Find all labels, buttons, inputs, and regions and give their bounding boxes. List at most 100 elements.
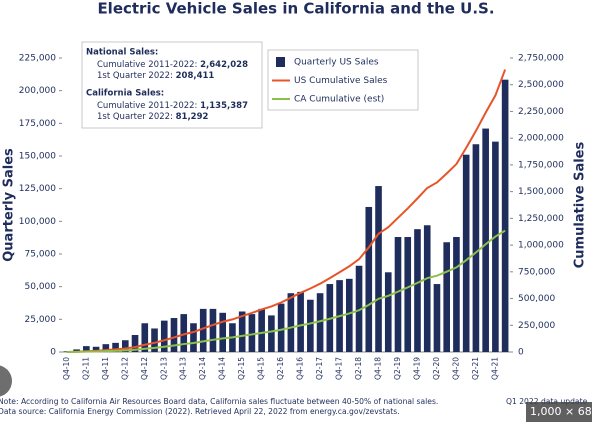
x-tick-label: Q4-13: [179, 357, 188, 380]
x-tick-label: Q4-17: [335, 357, 344, 380]
y2-tick-label: 750,000: [518, 267, 555, 277]
bar: [462, 154, 470, 352]
y-tick-label: 0: [50, 348, 56, 358]
bar: [297, 291, 304, 352]
y-tick-label: 25,000: [25, 315, 57, 325]
y-tick-label: 100,000: [19, 217, 56, 227]
y-tick-label: 225,000: [19, 54, 56, 64]
bar: [355, 265, 363, 352]
annotation-label: 1st Quarter 2022:: [97, 112, 173, 122]
legend-swatch: [276, 57, 285, 67]
annotation-text: 1st Quarter 2022: 208,411: [97, 71, 214, 81]
legend: Quarterly US Sales US Cumulative Sales CA …: [272, 57, 388, 105]
bar: [345, 278, 353, 352]
y2-tick-label: 1,750,000: [518, 160, 564, 170]
y-tick-label: 175,000: [19, 119, 56, 129]
overlay-label: 1,000 × 684: [530, 405, 592, 418]
bar: [482, 128, 489, 352]
y2-tick-label: 2,250,000: [518, 107, 564, 117]
bar: [501, 79, 509, 352]
y2-tick-label: 0: [518, 348, 524, 358]
bar: [316, 293, 324, 352]
x-tick-label: Q4-15: [257, 357, 266, 380]
bar: [248, 314, 256, 352]
bar: [307, 299, 314, 352]
x-tick-label: Q4-14: [218, 357, 227, 380]
bar: [170, 318, 178, 352]
bar: [219, 312, 227, 352]
x-tick-label: Q2-14: [198, 357, 207, 380]
y2-tick-label: 1,250,000: [518, 214, 564, 224]
bar: [404, 237, 412, 352]
note: Note: According to California Air Resour…: [0, 397, 438, 406]
chart-title: Electric Vehicle Sales in California and…: [97, 0, 494, 18]
y-tick-label: 150,000: [19, 152, 56, 162]
bar: [112, 342, 119, 352]
bar: [375, 186, 382, 352]
x-tick-label: Q2-17: [315, 357, 324, 380]
x-tick-label: Q4-20: [451, 357, 460, 380]
x-tick-label: Q4-10: [62, 357, 71, 380]
x-tick-label: Q4-19: [412, 357, 421, 380]
y2-tick-label: 1,500,000: [518, 187, 564, 197]
x-tick-label: Q2-11: [81, 357, 90, 380]
plot-area: 0 25,000 50,000 75,000 100,000 125,000 150,000…: [19, 54, 564, 380]
line: [66, 69, 507, 353]
bar: [121, 340, 129, 352]
x-tick-label: Q4-18: [374, 357, 383, 380]
overlay-badge: [526, 402, 592, 422]
annotation-label: Cumulative 2011-2022:: [97, 60, 197, 70]
annotation-heading: National Sales:: [86, 48, 158, 58]
y2-tick-label: 2,750,000: [518, 54, 564, 64]
bar: [238, 311, 246, 352]
y-tick-label: 200,000: [19, 86, 56, 96]
line: [66, 229, 506, 353]
annotation-box: [81, 41, 263, 129]
y2-axis-title: Cumulative Sales: [573, 142, 588, 269]
x-tick-label: Q2-16: [276, 357, 285, 380]
bar: [209, 308, 217, 352]
bar: [268, 315, 275, 352]
bar: [258, 308, 265, 352]
x-tick-label: Q2-18: [354, 357, 363, 380]
bar: [394, 237, 402, 352]
bar: [492, 141, 499, 352]
annotation-value: 1,135,387: [200, 101, 248, 111]
y2-tick-label: 250,000: [518, 321, 555, 331]
bar: [472, 144, 480, 352]
bar: [384, 272, 392, 352]
bar: [180, 314, 188, 352]
x-tick-label: Q4-12: [140, 357, 149, 380]
annotation-text: Cumulative 2011-2022: 1,135,387: [97, 101, 248, 111]
bar: [160, 320, 168, 352]
bar: [453, 237, 460, 352]
legend-label: US Cumulative Sales: [294, 76, 388, 86]
legend-label: Quarterly US Sales: [294, 58, 379, 68]
bar: [131, 335, 139, 352]
bar: [199, 308, 207, 352]
legend-label: CA Cumulative (est): [294, 95, 384, 105]
x-tick-label: Q2-13: [159, 357, 168, 380]
x-tick-label: Q4-11: [101, 357, 110, 380]
y2-tick-label: 2,500,000: [518, 80, 564, 90]
bar: [190, 323, 197, 352]
update-label: Q1 2022 data update: [506, 397, 588, 406]
bar: [277, 303, 285, 352]
x-tick-label: Q4-16: [296, 357, 305, 380]
x-tick-label: Q4-21: [490, 357, 499, 380]
annotation-label: 1st Quarter 2022:: [97, 71, 173, 81]
y-tick-label: 125,000: [19, 184, 56, 194]
y2-tick-label: 1,000,000: [518, 241, 564, 251]
bar: [141, 323, 149, 352]
x-tick-label: Q2-20: [432, 357, 441, 380]
bar: [102, 344, 110, 352]
overlay-button[interactable]: [0, 365, 12, 397]
y-axis-title: Quarterly Sales: [2, 148, 17, 262]
bar: [73, 349, 80, 352]
annotation-value: 208,411: [176, 71, 215, 81]
annotation-text: 1st Quarter 2022: 81,292: [97, 112, 209, 122]
bar: [92, 346, 100, 352]
bar: [287, 293, 295, 352]
y-tick-label: 75,000: [25, 250, 57, 260]
